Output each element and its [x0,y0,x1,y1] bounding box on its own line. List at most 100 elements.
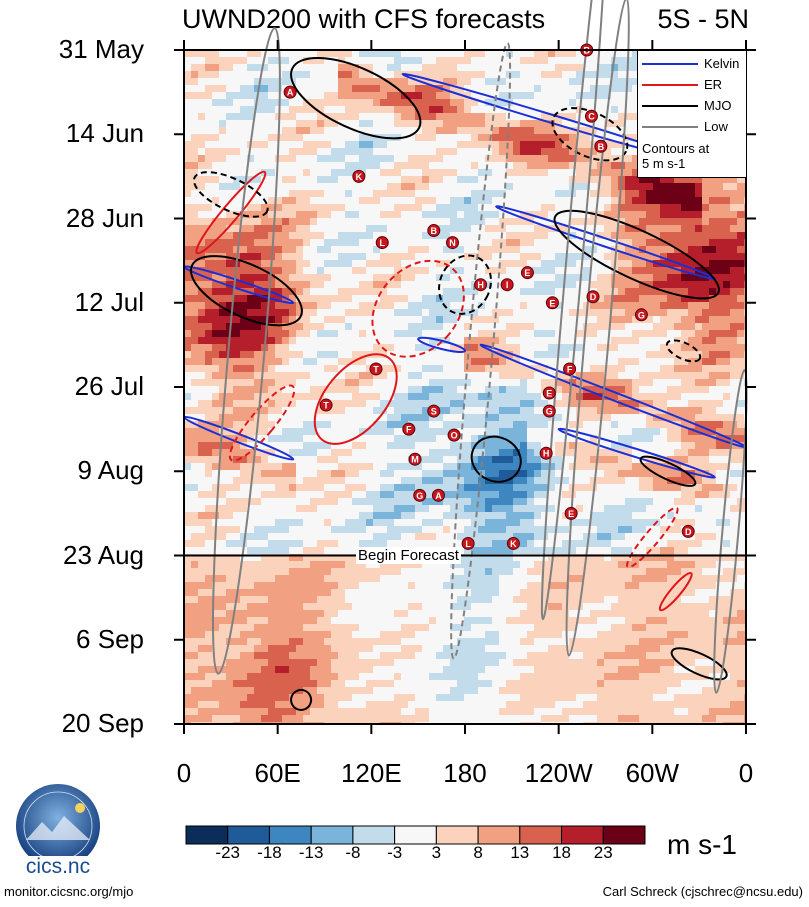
field-cell [303,274,311,282]
field-cell [408,386,416,394]
field-cell [268,379,276,387]
field-cell [688,351,696,359]
field-cell [506,141,514,149]
field-cell [464,246,472,254]
field-cell [471,134,479,142]
field-cell [674,253,682,261]
field-cell [639,260,647,268]
field-cell [422,183,430,191]
field-cell [681,260,689,268]
field-cell [373,120,381,128]
field-cell [191,330,199,338]
field-cell [422,85,430,93]
field-cell [268,218,276,226]
field-cell [527,330,535,338]
field-cell [632,302,640,310]
field-cell [359,330,367,338]
field-cell [660,358,668,366]
field-cell [632,239,640,247]
field-cell [198,141,206,149]
field-cell [646,197,654,205]
field-cell [191,456,199,464]
field-cell [331,190,339,198]
field-cell [590,337,598,345]
field-cell [737,218,745,226]
field-cell [324,204,332,212]
field-cell [674,239,682,247]
field-cell [254,57,262,65]
field-cell [702,344,710,352]
field-cell [359,134,367,142]
field-cell [513,400,521,408]
field-cell [590,190,598,198]
field-cell [625,372,633,380]
field-cell [219,169,227,177]
field-cell [478,85,486,93]
field-cell [205,414,213,422]
field-cell [471,309,479,317]
field-cell [646,386,654,394]
field-cell [240,85,248,93]
field-cell [352,78,360,86]
field-cell [688,442,696,450]
field-cell [695,400,703,408]
field-cell [219,106,227,114]
field-cell [716,393,724,401]
field-cell [422,379,430,387]
field-cell [233,379,241,387]
field-cell [513,442,521,450]
field-cell [562,183,570,191]
field-cell [597,50,605,58]
field-cell [212,211,220,219]
field-cell [429,57,437,65]
field-cell [275,190,283,198]
field-cell [716,309,724,317]
field-cell [345,71,353,79]
field-cell [219,113,227,121]
field-cell [569,386,577,394]
field-cell [534,176,542,184]
field-cell [625,260,633,268]
field-cell [520,414,528,422]
field-cell [562,295,570,303]
field-cell [492,316,500,324]
field-cell [730,246,738,254]
field-cell [331,435,339,443]
field-cell [499,442,507,450]
field-cell [716,330,724,338]
field-cell [506,267,514,275]
field-cell [212,64,220,72]
field-cell [240,435,248,443]
field-cell [303,239,311,247]
field-cell [198,407,206,415]
field-cell [625,400,633,408]
field-cell [660,393,668,401]
field-cell [527,134,535,142]
field-cell [296,204,304,212]
field-cell [632,344,640,352]
field-cell [555,330,563,338]
field-cell [226,442,234,450]
field-cell [611,141,619,149]
field-cell [737,309,745,317]
field-cell [632,351,640,359]
field-cell [289,183,297,191]
field-cell [471,456,479,464]
field-cell [492,365,500,373]
field-cell [576,407,584,415]
field-cell [625,435,633,443]
field-cell [282,155,290,163]
field-cell [443,50,451,58]
field-cell [408,232,416,240]
field-cell [618,393,626,401]
field-cell [618,134,626,142]
field-cell [324,316,332,324]
field-cell [394,274,402,282]
field-cell [646,456,654,464]
field-cell [191,50,199,58]
field-cell [541,295,549,303]
field-cell [681,253,689,261]
field-cell [324,274,332,282]
field-cell [625,218,633,226]
field-cell [443,344,451,352]
